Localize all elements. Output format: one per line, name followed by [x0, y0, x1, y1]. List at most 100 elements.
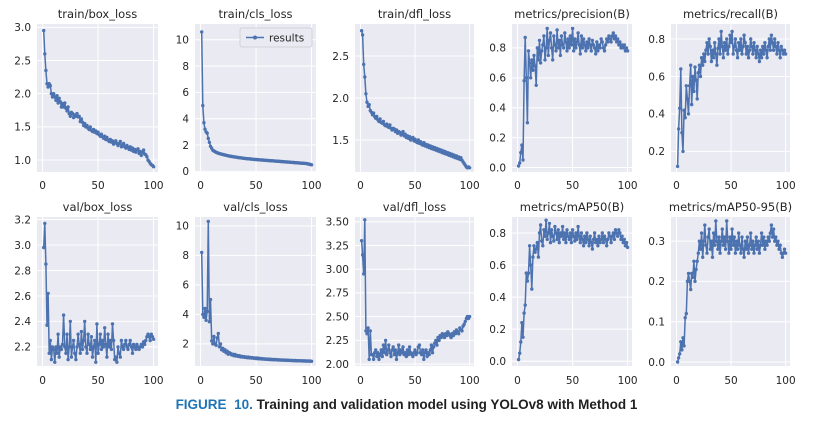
data-point — [585, 231, 589, 235]
y-tick-label: 2.0 — [332, 93, 349, 105]
data-point — [527, 244, 532, 248]
data-point — [87, 342, 91, 347]
data-point — [395, 351, 400, 355]
data-point — [309, 359, 314, 363]
data-point — [121, 141, 126, 146]
data-point — [523, 303, 527, 307]
data-point — [759, 231, 764, 235]
data-point — [551, 234, 555, 238]
data-point — [777, 247, 781, 251]
data-point — [119, 338, 124, 343]
y-tick-label: 0.2 — [489, 132, 506, 144]
data-point — [763, 247, 767, 251]
data-point — [596, 244, 600, 248]
data-point — [430, 351, 435, 355]
x-tick-label: 50 — [724, 180, 737, 192]
data-point — [378, 117, 382, 121]
data-point — [54, 98, 58, 103]
data-point — [554, 49, 558, 53]
data-point — [782, 247, 787, 251]
x-tick-label: 0 — [673, 375, 680, 387]
data-point — [618, 231, 622, 235]
data-point — [569, 240, 574, 245]
data-point — [580, 237, 585, 242]
data-point — [689, 287, 693, 292]
data-point — [696, 251, 700, 255]
data-point — [625, 49, 630, 53]
data-point — [617, 228, 621, 232]
data-point — [536, 58, 541, 62]
panel-title: val/cls_loss — [223, 200, 287, 214]
data-point — [422, 357, 426, 362]
data-point — [53, 360, 57, 364]
data-point — [389, 354, 393, 359]
data-point — [206, 219, 210, 224]
data-point — [370, 352, 375, 357]
data-point — [557, 38, 561, 43]
data-point — [364, 92, 368, 96]
data-point — [525, 121, 530, 125]
data-point — [60, 342, 65, 347]
y-tick-label: 3.00 — [326, 264, 349, 276]
data-point — [42, 245, 46, 250]
data-point — [520, 143, 524, 147]
data-point — [421, 348, 425, 352]
data-point — [518, 351, 522, 355]
data-point — [364, 329, 368, 333]
data-point — [769, 33, 774, 37]
data-point — [411, 354, 415, 359]
data-point — [562, 237, 566, 242]
data-point — [678, 352, 682, 356]
data-point — [751, 239, 755, 243]
data-point — [597, 43, 601, 47]
data-point — [139, 153, 143, 158]
data-point — [114, 139, 118, 143]
data-point — [462, 322, 466, 326]
data-point — [390, 348, 394, 352]
data-point — [94, 360, 98, 364]
data-point — [714, 219, 718, 223]
data-point — [556, 46, 560, 50]
panel-title: metrics/mAP50-95(B) — [669, 200, 792, 214]
data-point — [65, 109, 69, 113]
data-point — [680, 348, 684, 352]
data-point — [606, 237, 610, 242]
data-point — [715, 63, 719, 67]
y-tick-label: 0.4 — [489, 292, 506, 304]
data-point — [64, 351, 68, 355]
data-point — [682, 108, 686, 112]
data-point — [206, 136, 210, 141]
data-point — [687, 84, 692, 88]
data-point — [707, 37, 711, 41]
data-point — [577, 43, 581, 47]
data-point — [590, 247, 595, 251]
data-point — [101, 345, 106, 349]
y-tick-label: 10 — [176, 35, 189, 47]
x-tick-label: 0 — [197, 375, 204, 387]
data-point — [606, 40, 610, 44]
data-point — [591, 43, 596, 47]
data-point — [587, 37, 591, 41]
data-point — [407, 345, 412, 349]
y-tick-label: 2.4 — [14, 316, 31, 328]
data-point — [686, 271, 691, 276]
data-point — [467, 166, 472, 170]
data-point — [761, 243, 765, 247]
data-point — [757, 251, 762, 255]
data-point — [374, 348, 378, 352]
data-point — [362, 62, 366, 67]
panel-title: metrics/precision(B) — [514, 7, 630, 21]
data-point — [70, 345, 75, 349]
data-point — [85, 123, 89, 128]
data-point — [618, 40, 622, 44]
data-point — [726, 52, 730, 56]
data-point — [625, 245, 630, 250]
data-point — [381, 119, 386, 124]
x-tick-label: 100 — [302, 180, 322, 192]
data-point — [704, 48, 708, 52]
data-point — [436, 335, 440, 340]
panel-title: metrics/mAP50(B) — [520, 200, 624, 214]
data-point — [98, 332, 103, 336]
x-tick-label: 100 — [460, 375, 480, 387]
data-point — [44, 68, 48, 73]
